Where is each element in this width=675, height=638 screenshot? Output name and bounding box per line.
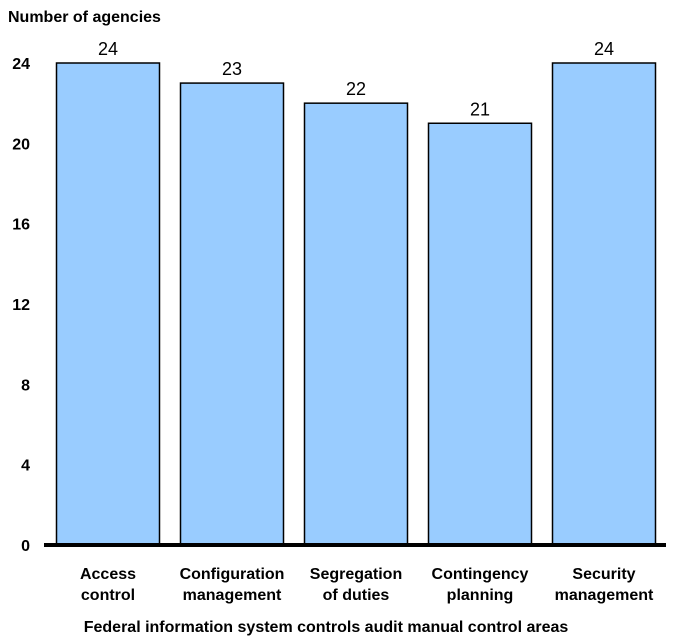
bars bbox=[55, 62, 657, 546]
y-tick-label: 4 bbox=[21, 458, 30, 475]
value-labels: 24 23 22 21 24 bbox=[98, 39, 614, 119]
x-tick-label: control bbox=[81, 587, 135, 604]
bar bbox=[55, 62, 161, 546]
x-axis-label: Federal information system controls audi… bbox=[84, 619, 569, 636]
x-tick-label: Segregation bbox=[310, 566, 402, 583]
data-label: 23 bbox=[222, 59, 242, 79]
y-tick-label: 24 bbox=[12, 56, 30, 73]
x-tick-label: Contingency bbox=[432, 566, 529, 583]
bar bbox=[551, 62, 657, 546]
x-tick-label: Access bbox=[80, 566, 136, 583]
y-axis-ticks: 0 4 8 12 16 20 24 bbox=[12, 56, 30, 555]
bar bbox=[303, 102, 409, 546]
data-label: 24 bbox=[594, 39, 614, 59]
y-tick-label: 8 bbox=[21, 377, 30, 394]
data-label: 24 bbox=[98, 39, 118, 59]
y-tick-label: 20 bbox=[12, 136, 30, 153]
y-axis-label: Number of agencies bbox=[8, 9, 161, 26]
data-label: 21 bbox=[470, 99, 490, 119]
x-tick-label: of duties bbox=[323, 587, 390, 604]
bar bbox=[179, 82, 285, 546]
x-tick-label: planning bbox=[447, 587, 514, 604]
category-labels: Access control Configuration management Segr… bbox=[80, 566, 654, 604]
y-tick-label: 16 bbox=[12, 217, 30, 234]
y-tick-label: 0 bbox=[21, 538, 30, 555]
x-tick-label: management bbox=[183, 587, 282, 604]
x-tick-label: Security bbox=[572, 566, 635, 583]
bar bbox=[427, 122, 533, 546]
data-label: 22 bbox=[346, 79, 366, 99]
y-tick-label: 12 bbox=[12, 297, 30, 314]
x-tick-label: Configuration bbox=[180, 566, 285, 583]
x-tick-label: management bbox=[555, 587, 654, 604]
